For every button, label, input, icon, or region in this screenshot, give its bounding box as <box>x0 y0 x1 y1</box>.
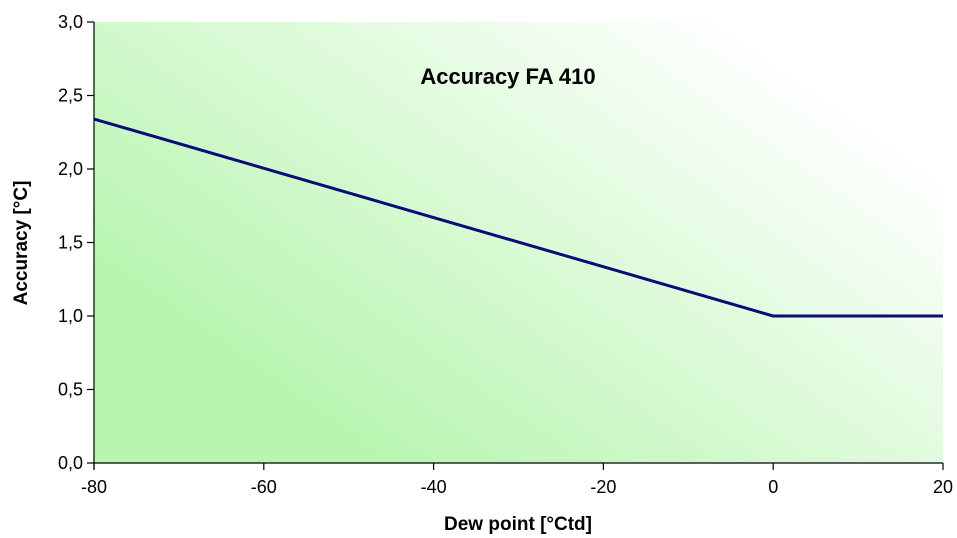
y-tick-label: 0,5 <box>58 380 83 400</box>
y-tick-label: 2,5 <box>58 86 83 106</box>
x-axis-title: Dew point [°Ctd] <box>444 514 592 535</box>
y-axis-title: Accuracy [°C] <box>11 181 32 306</box>
y-tick-label: 1,0 <box>58 306 83 326</box>
x-tick-label: -60 <box>251 477 277 497</box>
x-tick-label: 0 <box>768 477 778 497</box>
y-tick-label: 2,0 <box>58 159 83 179</box>
accuracy-series-line <box>93 117 943 318</box>
x-tick-label: -40 <box>421 477 447 497</box>
series-layer <box>93 117 943 318</box>
y-tick-label: 3,0 <box>58 12 83 32</box>
axes <box>93 22 943 469</box>
x-tick-label: -20 <box>590 477 616 497</box>
x-tick-label: 20 <box>933 477 953 497</box>
y-axis-ticks: 0,0 0,5 1,0 1,5 2,0 2,5 3,0 <box>58 12 94 473</box>
x-tick-label: -80 <box>81 477 107 497</box>
x-axis-ticks: -80 -60 -40 -20 0 20 <box>81 463 953 497</box>
chart-title: Accuracy FA 410 <box>420 64 595 89</box>
y-tick-label: 1,5 <box>58 233 83 253</box>
y-tick-label: 0,0 <box>58 453 83 473</box>
